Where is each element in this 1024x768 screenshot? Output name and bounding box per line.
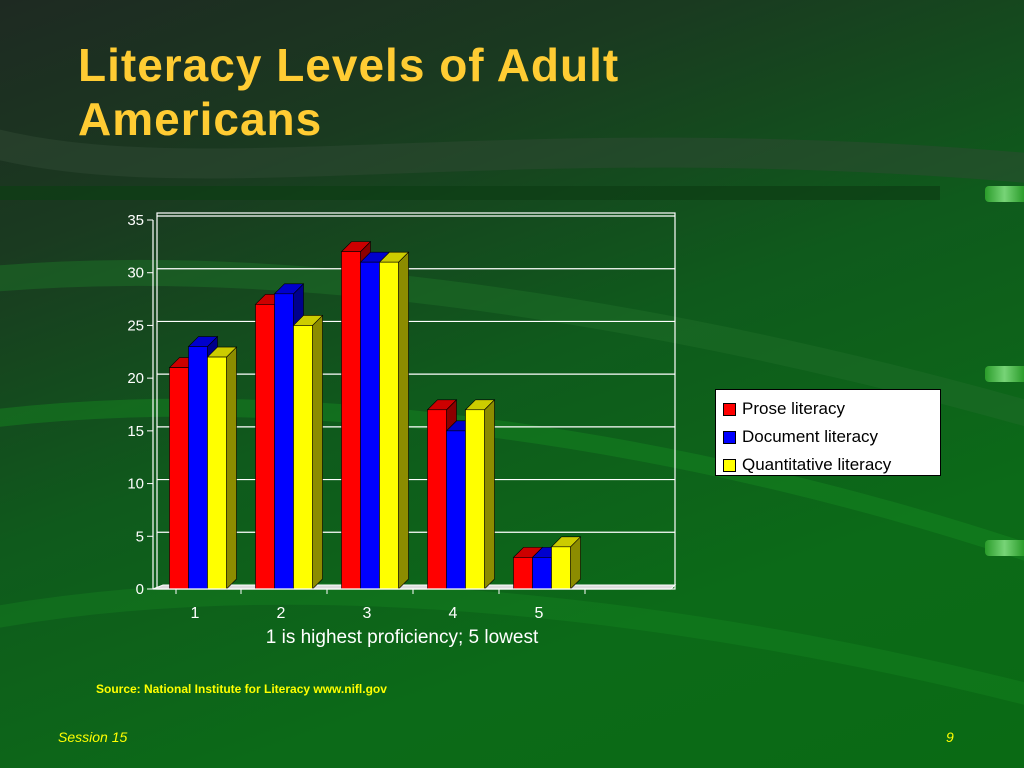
slide-title: Literacy Levels of Adult Americans bbox=[78, 39, 620, 145]
footer-session-label: Session 15 bbox=[58, 729, 128, 745]
bar bbox=[465, 409, 485, 590]
legend-label: Document literacy bbox=[742, 427, 879, 446]
page-number: 9 bbox=[946, 729, 954, 745]
bar bbox=[207, 356, 227, 590]
decorative-tab bbox=[985, 366, 1024, 382]
decorative-tab bbox=[985, 540, 1024, 556]
bar bbox=[513, 557, 533, 590]
y-tick-label: 25 bbox=[127, 317, 144, 334]
bar bbox=[188, 346, 208, 590]
gridlines bbox=[157, 215, 675, 533]
bar bbox=[255, 304, 275, 590]
y-tick-label: 35 bbox=[127, 212, 144, 229]
bar-side bbox=[484, 399, 495, 590]
bar bbox=[169, 367, 189, 590]
bar-side bbox=[226, 346, 237, 590]
x-tick-label: 5 bbox=[535, 605, 544, 622]
bar bbox=[446, 430, 466, 590]
x-tick-label: 2 bbox=[277, 605, 286, 622]
y-tick-label: 20 bbox=[127, 370, 144, 387]
bar bbox=[551, 546, 571, 590]
legend-label: Prose literacy bbox=[742, 399, 845, 418]
bar bbox=[293, 325, 313, 590]
bar-side bbox=[398, 251, 409, 590]
legend-label: Quantitative literacy bbox=[742, 455, 892, 474]
legend-item: Quantitative literacy bbox=[716, 451, 940, 479]
legend-item: Prose literacy bbox=[716, 395, 940, 423]
x-tick-label: 1 bbox=[191, 605, 200, 622]
legend-swatch-document bbox=[723, 430, 736, 444]
x-tick-label: 4 bbox=[449, 605, 458, 622]
chart-legend: Prose literacy Document literacy Quantit… bbox=[715, 389, 941, 476]
y-tick-label: 15 bbox=[127, 423, 144, 440]
x-tick-label: 3 bbox=[363, 605, 372, 622]
legend-swatch-prose bbox=[723, 402, 736, 416]
bars bbox=[168, 240, 582, 590]
legend-swatch-quantitative bbox=[723, 458, 736, 472]
x-axis-title: 1 is highest proficiency; 5 lowest bbox=[266, 627, 539, 648]
legend-item: Document literacy bbox=[716, 423, 940, 451]
bar bbox=[274, 293, 294, 590]
axes bbox=[147, 219, 671, 594]
tick-labels: 0 5 10 15 20 25 30 35 1 2 3 4 5 1 is highest proficie… bbox=[127, 212, 543, 648]
y-tick-label: 0 bbox=[136, 581, 144, 598]
y-tick-label: 10 bbox=[127, 476, 144, 493]
bar bbox=[427, 409, 447, 590]
bar bbox=[532, 557, 552, 590]
decorative-tab bbox=[985, 186, 1024, 202]
bar bbox=[379, 261, 399, 590]
y-tick-label: 5 bbox=[136, 528, 144, 545]
bar bbox=[360, 261, 380, 590]
bar bbox=[341, 251, 361, 590]
source-note: Source: National Institute for Literacy … bbox=[96, 682, 387, 696]
bar-side bbox=[312, 314, 323, 590]
y-tick-label: 30 bbox=[127, 265, 144, 282]
